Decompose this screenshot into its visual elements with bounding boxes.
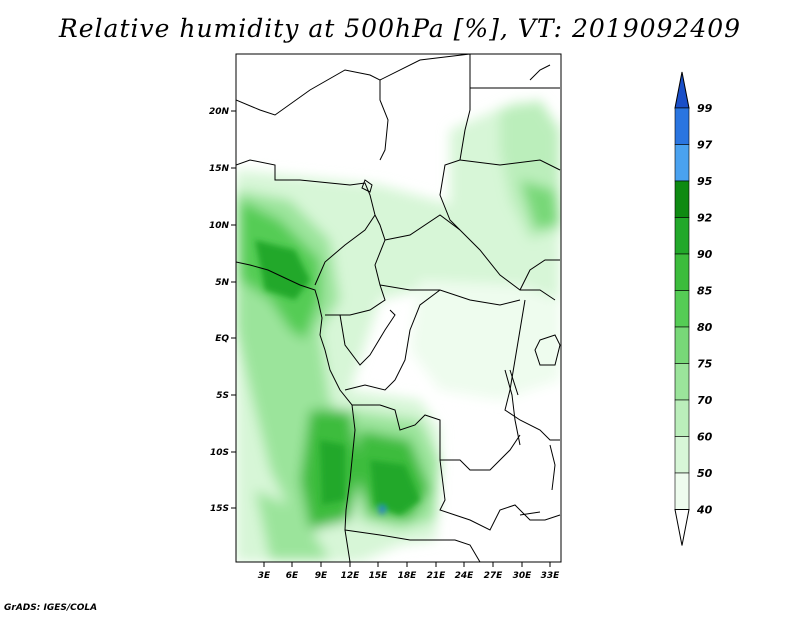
lake-kariba (519, 511, 541, 516)
border-drc-west (344, 289, 441, 391)
grads-credit: GrADS: IGES/COLA (4, 603, 98, 613)
colorbar-swatch (674, 107, 690, 145)
lon-label-6e: 6E (286, 571, 299, 581)
border-congo (339, 309, 396, 366)
colorbar-swatch (674, 399, 690, 437)
humidity-core-angola (370, 460, 420, 515)
red-sea-coast (529, 64, 551, 81)
colorbar-label: 80 (697, 321, 713, 334)
colorbar-label: 60 (697, 431, 713, 444)
colorbar-bottom-arrow (674, 509, 690, 546)
border-sudan (459, 159, 561, 291)
lon-label-12e: 12E (341, 571, 361, 581)
humidity-area-central (410, 280, 560, 400)
colorbar-label: 50 (697, 467, 713, 480)
colorbar-swatch (674, 326, 690, 364)
colorbar-label: 95 (697, 175, 713, 188)
humidity-band-70-tail (255, 490, 330, 560)
borders (236, 54, 561, 562)
colorbar-label: 97 (697, 139, 713, 152)
colorbar-swatch (674, 217, 690, 255)
lon-label-33e: 33E (541, 571, 561, 581)
colorbar-swatch (674, 363, 690, 401)
lon-label-24e: 24E (455, 571, 475, 581)
colorbar-top-arrow (674, 71, 690, 109)
border-car (379, 214, 556, 306)
colorbar-swatch (674, 180, 690, 218)
border-drc-south (352, 404, 521, 471)
lat-label-10n: 10N (209, 221, 230, 231)
colorbar-label: 90 (697, 248, 713, 261)
map-title: Relative humidity at 500hPa [%], VT: 201… (58, 14, 742, 43)
lake-tanganyika (504, 369, 521, 446)
lat-labels: 20N 15N 10N 5N EQ 5S 10S 15S (209, 107, 230, 514)
lat-label-15n: 15N (209, 164, 230, 174)
lake-malawi (549, 444, 556, 491)
lon-label-21e: 21E (427, 571, 447, 581)
border-zambia (439, 459, 561, 531)
lon-label-27e: 27E (484, 571, 504, 581)
coastline-west-africa (236, 261, 356, 562)
colorbar-label: 99 (697, 102, 713, 115)
lat-label-eq: EQ (215, 334, 229, 344)
map-frame (235, 53, 562, 563)
lon-label-9e: 9E (315, 571, 328, 581)
colorbar-label: 85 (697, 285, 713, 298)
lake-chad (361, 179, 373, 193)
colorbar-label: 75 (697, 358, 713, 371)
border-nigeria (236, 159, 376, 286)
colorbar-swatch (674, 436, 690, 474)
colorbar-swatch (674, 144, 690, 182)
colorbar: 99 97 95 92 90 85 80 75 70 60 50 40 (674, 71, 713, 546)
lon-label-15e: 15E (369, 571, 389, 581)
border-east (504, 299, 560, 441)
humidity-field (236, 100, 560, 562)
colorbar-swatch (674, 472, 690, 510)
humidity-band-85-ne (520, 180, 560, 230)
lat-label-5s: 5S (216, 391, 229, 401)
humidity-peak-95 (379, 506, 385, 514)
lon-labels: 3E 6E 9E 12E 15E 18E 21E 24E 27E 30E 33E (258, 571, 560, 581)
lake-victoria (534, 334, 561, 366)
humidity-core-cameroon (255, 240, 310, 300)
colorbar-label: 70 (697, 394, 713, 407)
lon-label-30e: 30E (513, 571, 533, 581)
border-sahara-north (236, 69, 389, 161)
border-niger-chad (379, 54, 471, 231)
lat-label-20n: 20N (209, 107, 230, 117)
colorbar-swatch (674, 290, 690, 328)
lon-label-3e: 3E (258, 571, 271, 581)
lat-label-10s: 10S (210, 448, 229, 458)
colorbar-label: 40 (696, 504, 713, 517)
lat-axis (231, 110, 236, 509)
lat-label-5n: 5N (215, 278, 229, 288)
lon-axis (263, 562, 551, 567)
colorbar-label: 92 (697, 212, 713, 225)
border-namibia (344, 529, 481, 562)
lon-label-18e: 18E (398, 571, 418, 581)
humidity-core-coast (320, 440, 345, 505)
map-panel: 20N 15N 10N 5N EQ 5S 10S 15S 3E 6E 9E 12… (209, 53, 713, 581)
colorbar-swatch (674, 253, 690, 291)
lat-label-15s: 15S (210, 504, 229, 514)
